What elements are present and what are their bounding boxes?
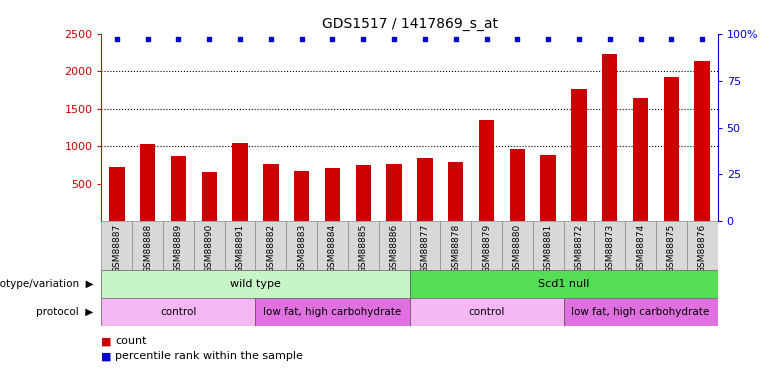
Text: GSM88887: GSM88887: [112, 224, 122, 273]
Bar: [263, 164, 278, 221]
Text: GSM88889: GSM88889: [174, 224, 183, 273]
Bar: [479, 120, 495, 221]
Text: GSM88873: GSM88873: [605, 224, 615, 273]
Bar: [256, 298, 410, 326]
Bar: [471, 221, 502, 270]
Text: GSM88872: GSM88872: [574, 224, 583, 273]
Bar: [140, 144, 155, 221]
Bar: [602, 54, 618, 221]
Bar: [317, 221, 348, 270]
Text: GSM88875: GSM88875: [667, 224, 676, 273]
Bar: [201, 172, 217, 221]
Text: GSM88891: GSM88891: [236, 224, 245, 273]
Text: GSM88883: GSM88883: [297, 224, 307, 273]
Text: GSM88876: GSM88876: [697, 224, 707, 273]
Bar: [109, 167, 125, 221]
Bar: [286, 221, 317, 270]
Bar: [225, 221, 256, 270]
Bar: [417, 158, 433, 221]
Bar: [686, 221, 718, 270]
Text: GSM88877: GSM88877: [420, 224, 430, 273]
Text: low fat, high carbohydrate: low fat, high carbohydrate: [264, 307, 402, 317]
Bar: [194, 221, 225, 270]
Bar: [379, 221, 410, 270]
Text: control: control: [468, 307, 505, 317]
Bar: [664, 77, 679, 221]
Bar: [294, 171, 310, 221]
Bar: [324, 168, 340, 221]
Bar: [440, 221, 471, 270]
Bar: [563, 298, 718, 326]
Bar: [563, 221, 594, 270]
Bar: [626, 221, 656, 270]
Bar: [256, 221, 286, 270]
Bar: [133, 221, 163, 270]
Text: GSM88885: GSM88885: [359, 224, 368, 273]
Text: GSM88879: GSM88879: [482, 224, 491, 273]
Bar: [163, 221, 194, 270]
Text: count: count: [115, 336, 147, 346]
Bar: [533, 221, 563, 270]
Text: percentile rank within the sample: percentile rank within the sample: [115, 351, 303, 361]
Text: ■: ■: [101, 336, 112, 346]
Text: low fat, high carbohydrate: low fat, high carbohydrate: [572, 307, 710, 317]
Text: GSM88884: GSM88884: [328, 224, 337, 273]
Text: GSM88874: GSM88874: [636, 224, 645, 273]
Text: ■: ■: [101, 351, 112, 361]
Text: GSM88888: GSM88888: [143, 224, 152, 273]
Bar: [694, 61, 710, 221]
Bar: [101, 221, 133, 270]
Bar: [594, 221, 626, 270]
Bar: [410, 270, 718, 298]
Bar: [232, 143, 248, 221]
Text: GSM88882: GSM88882: [266, 224, 275, 273]
Text: GSM88890: GSM88890: [204, 224, 214, 273]
Bar: [101, 270, 410, 298]
Bar: [541, 155, 556, 221]
Text: control: control: [160, 307, 197, 317]
Bar: [502, 221, 533, 270]
Bar: [448, 162, 463, 221]
Bar: [171, 156, 186, 221]
Text: genotype/variation  ▶: genotype/variation ▶: [0, 279, 94, 289]
Text: Scd1 null: Scd1 null: [538, 279, 589, 289]
Bar: [386, 164, 402, 221]
Text: wild type: wild type: [230, 279, 281, 289]
Bar: [410, 298, 564, 326]
Bar: [571, 89, 587, 221]
Text: GSM88878: GSM88878: [451, 224, 460, 273]
Title: GDS1517 / 1417869_s_at: GDS1517 / 1417869_s_at: [321, 17, 498, 32]
Text: protocol  ▶: protocol ▶: [37, 307, 94, 317]
Text: GSM88886: GSM88886: [389, 224, 399, 273]
Text: GSM88881: GSM88881: [544, 224, 553, 273]
Bar: [348, 221, 379, 270]
Bar: [101, 298, 256, 326]
Bar: [410, 221, 441, 270]
Bar: [509, 149, 525, 221]
Bar: [656, 221, 686, 270]
Bar: [633, 98, 648, 221]
Text: GSM88880: GSM88880: [512, 224, 522, 273]
Bar: [356, 165, 371, 221]
